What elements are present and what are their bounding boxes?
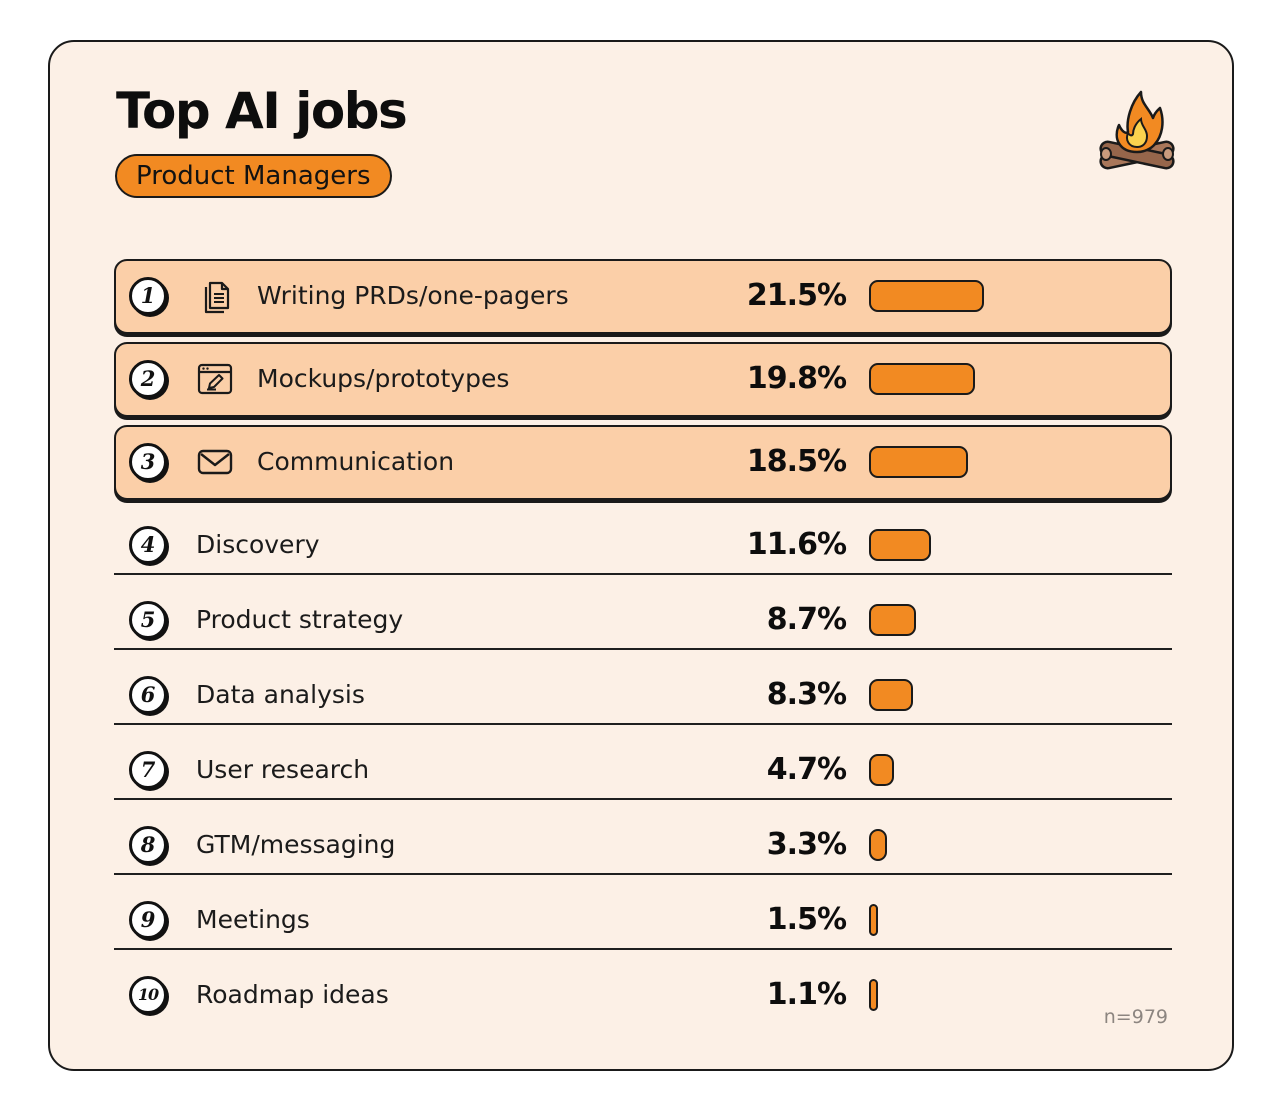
rank-badge: 9 [129,901,167,939]
value-bar [869,446,968,478]
percent-value: 4.7% [766,752,847,787]
job-label: Discovery [196,530,320,559]
row-divider [114,798,1172,800]
value-bar [869,979,878,1011]
mail-icon [196,443,234,481]
value-bar [869,280,984,312]
row-divider [114,648,1172,650]
value-bar [869,604,916,636]
sample-size-note: n=979 [1103,1006,1168,1028]
percent-value: 18.5% [746,444,847,479]
chart-card: Top AI jobs Product Managers 1 Writing PR… [48,40,1234,1071]
row-divider [114,723,1172,725]
rank-row-1: 1 Writing PRDs/one-pagers 21.5% [114,259,1172,334]
percent-value: 21.5% [746,278,847,313]
rank-row-6: 6 Data analysis 8.3% [114,658,1172,733]
rank-row-7: 7 User research 4.7% [114,733,1172,808]
chart-title: Top AI jobs [116,82,408,140]
job-label: GTM/messaging [196,830,396,859]
rank-row-3: 3 Communication 18.5% [114,425,1172,500]
percent-value: 11.6% [746,527,847,562]
percent-value: 3.3% [766,827,847,862]
rank-row-2: 2 Mockups/prototypes 19.8% [114,342,1172,417]
value-bar [869,679,913,711]
job-label: Roadmap ideas [196,980,389,1009]
row-divider [114,573,1172,575]
rank-badge: 2 [129,360,167,398]
row-divider [114,873,1172,875]
rank-row-10: 10 Roadmap ideas 1.1% [114,958,1172,1033]
rank-row-5: 5 Product strategy 8.7% [114,583,1172,658]
percent-value: 8.7% [766,602,847,637]
ranking-list: 1 Writing PRDs/one-pagers 21.5% 2 Mockups/pr… [114,259,1172,1029]
rank-badge: 10 [129,976,167,1014]
job-label: Mockups/prototypes [257,364,510,393]
job-label: Writing PRDs/one-pagers [257,281,569,310]
percent-value: 1.5% [766,902,847,937]
rank-badge: 6 [129,676,167,714]
job-label: Product strategy [196,605,404,634]
percent-value: 8.3% [766,677,847,712]
row-divider [114,948,1172,950]
job-label: User research [196,755,370,784]
percent-value: 1.1% [766,977,847,1012]
rank-badge: 3 [129,443,167,481]
rank-badge: 4 [129,526,167,564]
percent-value: 19.8% [746,361,847,396]
rank-badge: 7 [129,751,167,789]
job-label: Communication [257,447,455,476]
subtitle-pill: Product Managers [115,154,392,198]
value-bar [869,529,931,561]
campfire-logo-icon [1099,90,1175,170]
value-bar [869,754,894,786]
rank-row-8: 8 GTM/messaging 3.3% [114,808,1172,883]
browser-edit-icon [196,360,234,398]
value-bar [869,829,887,861]
job-label: Data analysis [196,680,365,709]
document-icon [196,277,234,315]
rank-row-9: 9 Meetings 1.5% [114,883,1172,958]
value-bar [869,904,878,936]
rank-badge: 8 [129,826,167,864]
rank-row-4: 4 Discovery 11.6% [114,508,1172,583]
job-label: Meetings [196,905,310,934]
rank-badge: 1 [129,277,167,315]
rank-badge: 5 [129,601,167,639]
value-bar [869,363,975,395]
